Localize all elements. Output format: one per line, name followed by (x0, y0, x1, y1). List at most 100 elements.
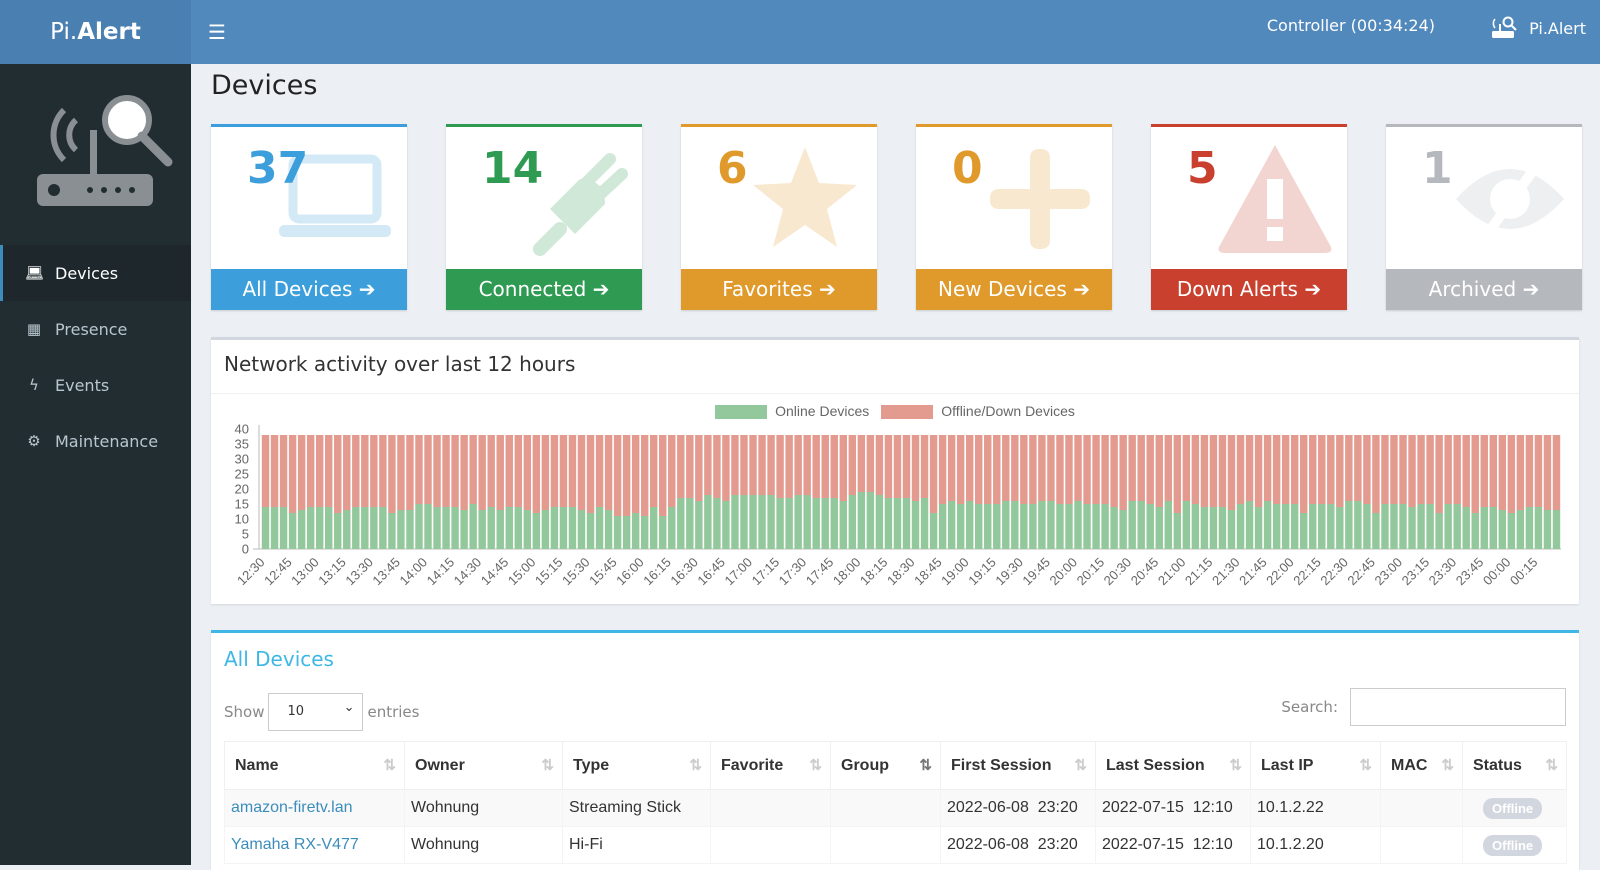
favorite-cell (710, 826, 831, 864)
online-bar (1363, 504, 1371, 549)
online-bar (1146, 504, 1154, 549)
column-header-group[interactable]: Group ⇅ (830, 741, 941, 790)
user-menu[interactable]: Pi.Alert (1491, 16, 1586, 40)
device-link[interactable]: amazon-firetv.lan (231, 799, 353, 816)
card-count: 1 (1422, 143, 1453, 194)
card-archived[interactable]: 1 Archived ➔ (1386, 124, 1582, 310)
column-header-mac[interactable]: MAC ⇅ (1380, 741, 1463, 790)
type-cell: Streaming Stick (562, 789, 711, 827)
sort-icon: ⇅ (541, 757, 554, 774)
card-footer-link[interactable]: Down Alerts ➔ (1151, 269, 1347, 310)
online-bar (1480, 507, 1488, 549)
card-connected[interactable]: 14 Connected ➔ (446, 124, 642, 310)
card-all-devices[interactable]: 37 All Devices ➔ (211, 124, 407, 310)
online-bar (1299, 513, 1308, 549)
column-header-last-session[interactable]: Last Session ⇅ (1095, 741, 1251, 790)
column-header-type[interactable]: Type ⇅ (562, 741, 711, 790)
eye-slash-icon (1456, 151, 1564, 247)
sort-icon: ⇅ (1441, 757, 1454, 774)
online-bar (1354, 501, 1362, 549)
x-tick-label: 17:15 (749, 555, 783, 589)
card-footer-link[interactable]: Archived ➔ (1386, 269, 1582, 310)
x-tick-label: 20:00 (1047, 555, 1081, 589)
table-row[interactable]: amazon-firetv.lan Wohnung Streaming Stic… (224, 789, 1567, 827)
column-header-first-session[interactable]: First Session ⇅ (940, 741, 1096, 790)
x-tick-label: 14:45 (478, 555, 512, 589)
logo-text-bold: Alert (77, 19, 141, 45)
online-bar (1119, 510, 1127, 549)
online-bar (1462, 507, 1470, 549)
offline-bar (713, 435, 721, 498)
app-logo[interactable]: Pi.Alert (0, 0, 191, 64)
online-bar (352, 507, 360, 549)
online-bar (965, 501, 974, 549)
online-bar (1435, 513, 1443, 549)
card-down-alerts[interactable]: 5 Down Alerts ➔ (1151, 124, 1347, 310)
offline-bar (1182, 435, 1191, 501)
online-bar (306, 507, 315, 549)
online-bar (1092, 504, 1100, 549)
search-input[interactable] (1350, 688, 1566, 726)
offline-bar (343, 435, 351, 510)
arrow-circle-right-icon: ➔ (358, 277, 376, 301)
column-header-favorite[interactable]: Favorite ⇅ (710, 741, 831, 790)
device-link[interactable]: Yamaha RX-V477 (231, 836, 359, 853)
offline-bar (595, 435, 604, 507)
offline-bar (649, 435, 658, 507)
offline-bar (1065, 435, 1073, 504)
card-footer-link[interactable]: Connected ➔ (446, 269, 642, 310)
card-footer-link[interactable]: New Devices ➔ (916, 269, 1112, 310)
group-cell (830, 826, 941, 864)
card-footer-link[interactable]: All Devices ➔ (211, 269, 407, 310)
table-row[interactable]: Yamaha RX-V477 Wohnung Hi-Fi 2022-06-08 … (224, 826, 1567, 864)
online-bar (1110, 507, 1118, 549)
column-header-status[interactable]: Status ⇅ (1462, 741, 1567, 790)
online-bar (659, 516, 667, 549)
online-bar (505, 507, 513, 549)
online-bar (532, 513, 541, 549)
offline-bar (261, 435, 270, 507)
online-bar (514, 507, 523, 549)
legend-label: Offline/Down Devices (941, 403, 1075, 419)
top-header: Pi.Alert ☰ Controller (00:34:24) Pi.Aler… (0, 0, 1600, 64)
last-session-cell: 2022-07-15 12:10 (1095, 789, 1251, 827)
offline-bar (469, 435, 477, 504)
status-cell: Offline (1462, 826, 1567, 864)
entries-select[interactable]: 10 (268, 693, 364, 731)
column-header-owner[interactable]: Owner ⇅ (404, 741, 563, 790)
legend-online[interactable]: Online Devices (715, 403, 869, 420)
card-footer-link[interactable]: Favorites ➔ (681, 269, 877, 310)
search-label: Search: (1281, 698, 1338, 716)
sidebar-item-presence[interactable]: ▦ Presence (0, 301, 191, 357)
online-bar (1029, 504, 1037, 549)
sidebar-item-devices[interactable]: 💻︎ Devices (0, 245, 191, 301)
online-bar (1218, 507, 1227, 549)
column-header-name[interactable]: Name ⇅ (224, 741, 405, 790)
offline-bar (866, 435, 875, 492)
offline-bar (920, 435, 929, 498)
offline-bar (1110, 435, 1118, 507)
online-bar (884, 498, 893, 549)
sidebar-item-events[interactable]: ϟ Events (0, 357, 191, 413)
offline-bar (1417, 435, 1425, 504)
online-bar (496, 510, 504, 549)
online-bar (424, 504, 432, 549)
card-favorites[interactable]: 6 Favorites ➔ (681, 124, 877, 310)
offline-bar (1408, 435, 1416, 507)
online-bar (893, 498, 902, 549)
offline-bar (1462, 435, 1470, 507)
offline-bar (1444, 435, 1452, 504)
offline-bar (1119, 435, 1127, 510)
x-tick-label: 17:00 (722, 555, 756, 589)
x-tick-label: 13:15 (315, 555, 349, 589)
column-header-last-ip[interactable]: Last IP ⇅ (1250, 741, 1381, 790)
y-tick-label: 35 (235, 437, 249, 452)
online-bar (704, 495, 712, 549)
card-new-devices[interactable]: 0 New Devices ➔ (916, 124, 1112, 310)
online-bar (1209, 507, 1218, 549)
sidebar-item-maintenance[interactable]: ⚙ Maintenance (0, 413, 191, 469)
legend-offline[interactable]: Offline/Down Devices (881, 403, 1075, 420)
menu-toggle-icon[interactable]: ☰ (208, 20, 226, 44)
offline-bar (1281, 435, 1290, 504)
column-label: Name (235, 756, 279, 774)
